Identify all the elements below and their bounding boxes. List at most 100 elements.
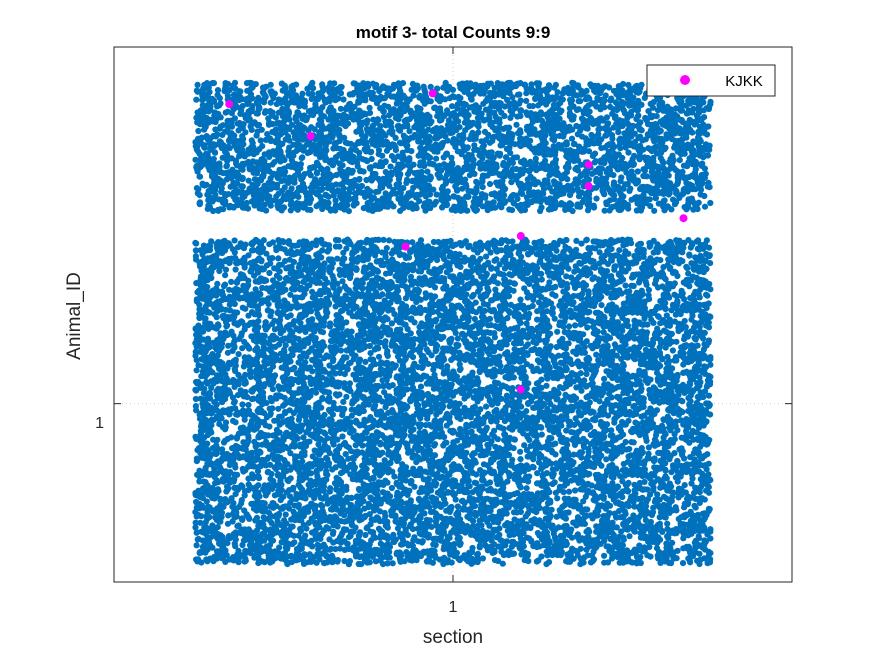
blue-point <box>227 135 234 142</box>
series-blue-points <box>192 79 714 568</box>
blue-point <box>212 149 219 156</box>
blue-point <box>245 150 252 157</box>
blue-point <box>446 83 453 90</box>
blue-point <box>312 101 319 108</box>
blue-point <box>537 109 545 116</box>
blue-point <box>523 90 530 97</box>
blue-point <box>332 197 339 204</box>
blue-point <box>701 192 708 200</box>
blue-point <box>246 166 253 173</box>
blue-point <box>509 94 516 101</box>
blue-point <box>209 142 216 149</box>
blue-point <box>313 159 320 166</box>
blue-point <box>458 151 465 158</box>
blue-point <box>370 95 377 103</box>
blue-point <box>672 167 679 174</box>
blue-point <box>480 117 488 124</box>
blue-point <box>623 164 630 171</box>
blue-point <box>196 173 204 180</box>
blue-point <box>356 187 363 194</box>
blue-point <box>337 105 344 112</box>
blue-point <box>597 159 604 166</box>
blue-point <box>347 168 354 175</box>
blue-point <box>407 164 414 171</box>
blue-point <box>388 169 395 176</box>
blue-point <box>269 161 276 168</box>
blue-point <box>670 196 677 203</box>
blue-point <box>260 89 267 96</box>
blue-point <box>229 166 236 173</box>
blue-point <box>425 349 432 356</box>
blue-point <box>405 171 412 178</box>
blue-point <box>655 166 663 173</box>
blue-point <box>486 89 494 96</box>
blue-point <box>582 96 590 103</box>
blue-point <box>544 180 551 187</box>
blue-point <box>486 139 493 146</box>
blue-point <box>616 188 623 195</box>
blue-point <box>193 185 200 192</box>
blue-point <box>224 152 231 159</box>
blue-point <box>256 177 263 184</box>
blue-point <box>364 203 371 210</box>
blue-point <box>382 168 389 176</box>
blue-point <box>332 243 339 250</box>
blue-point <box>519 190 526 197</box>
blue-point <box>312 95 319 102</box>
blue-point <box>509 83 516 91</box>
blue-point <box>416 173 423 180</box>
blue-point <box>593 195 600 202</box>
blue-point <box>616 142 623 149</box>
blue-point <box>291 172 299 179</box>
blue-point <box>535 102 542 109</box>
blue-point <box>695 109 703 116</box>
blue-point <box>568 135 576 142</box>
blue-point <box>538 161 546 168</box>
blue-point <box>645 108 652 115</box>
blue-point <box>318 118 325 125</box>
blue-point <box>610 124 617 131</box>
blue-point <box>674 148 681 155</box>
blue-point <box>495 129 502 137</box>
blue-point <box>295 165 302 172</box>
blue-point <box>557 95 564 102</box>
blue-point <box>577 127 584 134</box>
blue-point <box>678 116 685 124</box>
blue-point <box>376 88 383 95</box>
blue-point <box>570 113 577 120</box>
blue-point <box>264 131 271 138</box>
blue-point <box>688 195 695 202</box>
blue-point <box>690 105 697 112</box>
blue-point <box>432 104 439 111</box>
blue-point <box>297 121 304 129</box>
blue-point <box>526 168 533 175</box>
blue-point <box>619 122 626 130</box>
blue-point <box>608 132 616 139</box>
blue-point <box>600 96 607 103</box>
blue-point <box>408 148 415 155</box>
blue-point <box>390 186 397 194</box>
blue-point <box>486 109 493 116</box>
blue-point <box>222 266 230 273</box>
blue-point <box>506 124 513 131</box>
blue-point <box>399 149 406 156</box>
blue-point <box>383 147 390 154</box>
blue-point <box>481 128 489 135</box>
blue-point <box>267 202 274 209</box>
blue-point <box>575 84 582 91</box>
blue-point <box>408 200 415 207</box>
blue-point <box>603 132 610 139</box>
blue-point <box>655 188 662 195</box>
blue-point <box>484 81 491 88</box>
blue-point <box>325 138 332 145</box>
blue-point <box>388 153 396 160</box>
blue-point <box>638 127 645 134</box>
blue-point <box>557 191 565 198</box>
blue-point <box>513 121 520 128</box>
blue-point <box>701 203 709 210</box>
blue-point <box>480 172 487 179</box>
blue-point <box>410 92 417 99</box>
blue-point <box>554 89 561 96</box>
blue-point <box>439 204 446 211</box>
blue-point <box>225 361 232 368</box>
